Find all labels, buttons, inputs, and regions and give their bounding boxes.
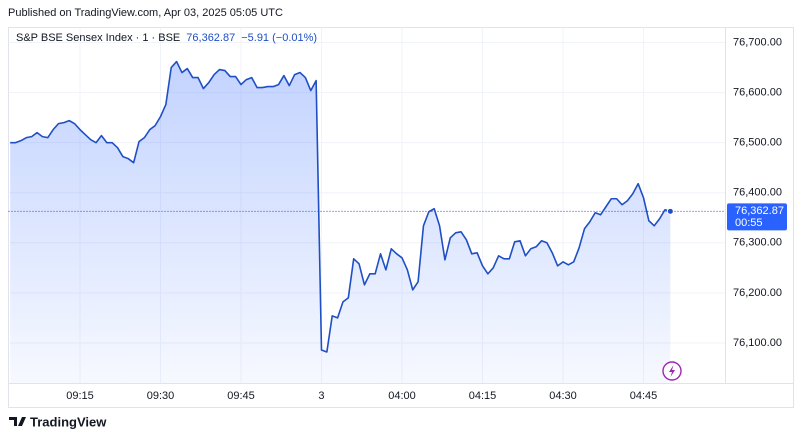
x-tick-label: 09:15 (66, 390, 94, 402)
legend-price: 76,362.87 (186, 32, 235, 44)
y-tick-label: 76,200.00 (733, 287, 782, 299)
x-tick-label: 04:45 (630, 390, 658, 402)
replay-icon[interactable] (662, 361, 682, 381)
price-tag-countdown: 00:55 (735, 217, 763, 229)
y-tick-label: 76,500.00 (733, 137, 782, 149)
x-tick-label: 3 (318, 390, 324, 402)
last-point (666, 207, 674, 215)
price-tag (727, 203, 787, 231)
y-tick-label: 76,100.00 (733, 337, 782, 349)
y-tick-label: 76,600.00 (733, 86, 782, 98)
y-tick-label: 76,300.00 (733, 237, 782, 249)
y-tick-label: 76,400.00 (733, 187, 782, 199)
price-tag-value: 76,362.87 (735, 205, 784, 217)
legend: S&P BSE Sensex Index · 1 · BSE 76,362.87−… (16, 32, 317, 44)
legend-change: −5.91 (−0.01%) (241, 32, 317, 44)
published-note: Published on TradingView.com, Apr 03, 20… (8, 7, 283, 19)
plot (8, 60, 725, 384)
source: TradingView (30, 414, 107, 429)
chart-frame (8, 27, 794, 408)
x-tick-label: 04:00 (388, 390, 416, 402)
price-line (10, 60, 671, 353)
x-tick-label: 09:45 (227, 390, 255, 402)
legend-name: S&P BSE Sensex Index · 1 · BSE (16, 32, 180, 44)
y-tick-label: 76,700.00 (733, 36, 782, 48)
area-fill (10, 61, 671, 384)
x-tick-label: 09:30 (147, 390, 175, 402)
tradingview-logo: TradingView (9, 414, 107, 429)
x-tick-label: 04:15 (469, 390, 497, 402)
x-tick-label: 04:30 (549, 390, 577, 402)
